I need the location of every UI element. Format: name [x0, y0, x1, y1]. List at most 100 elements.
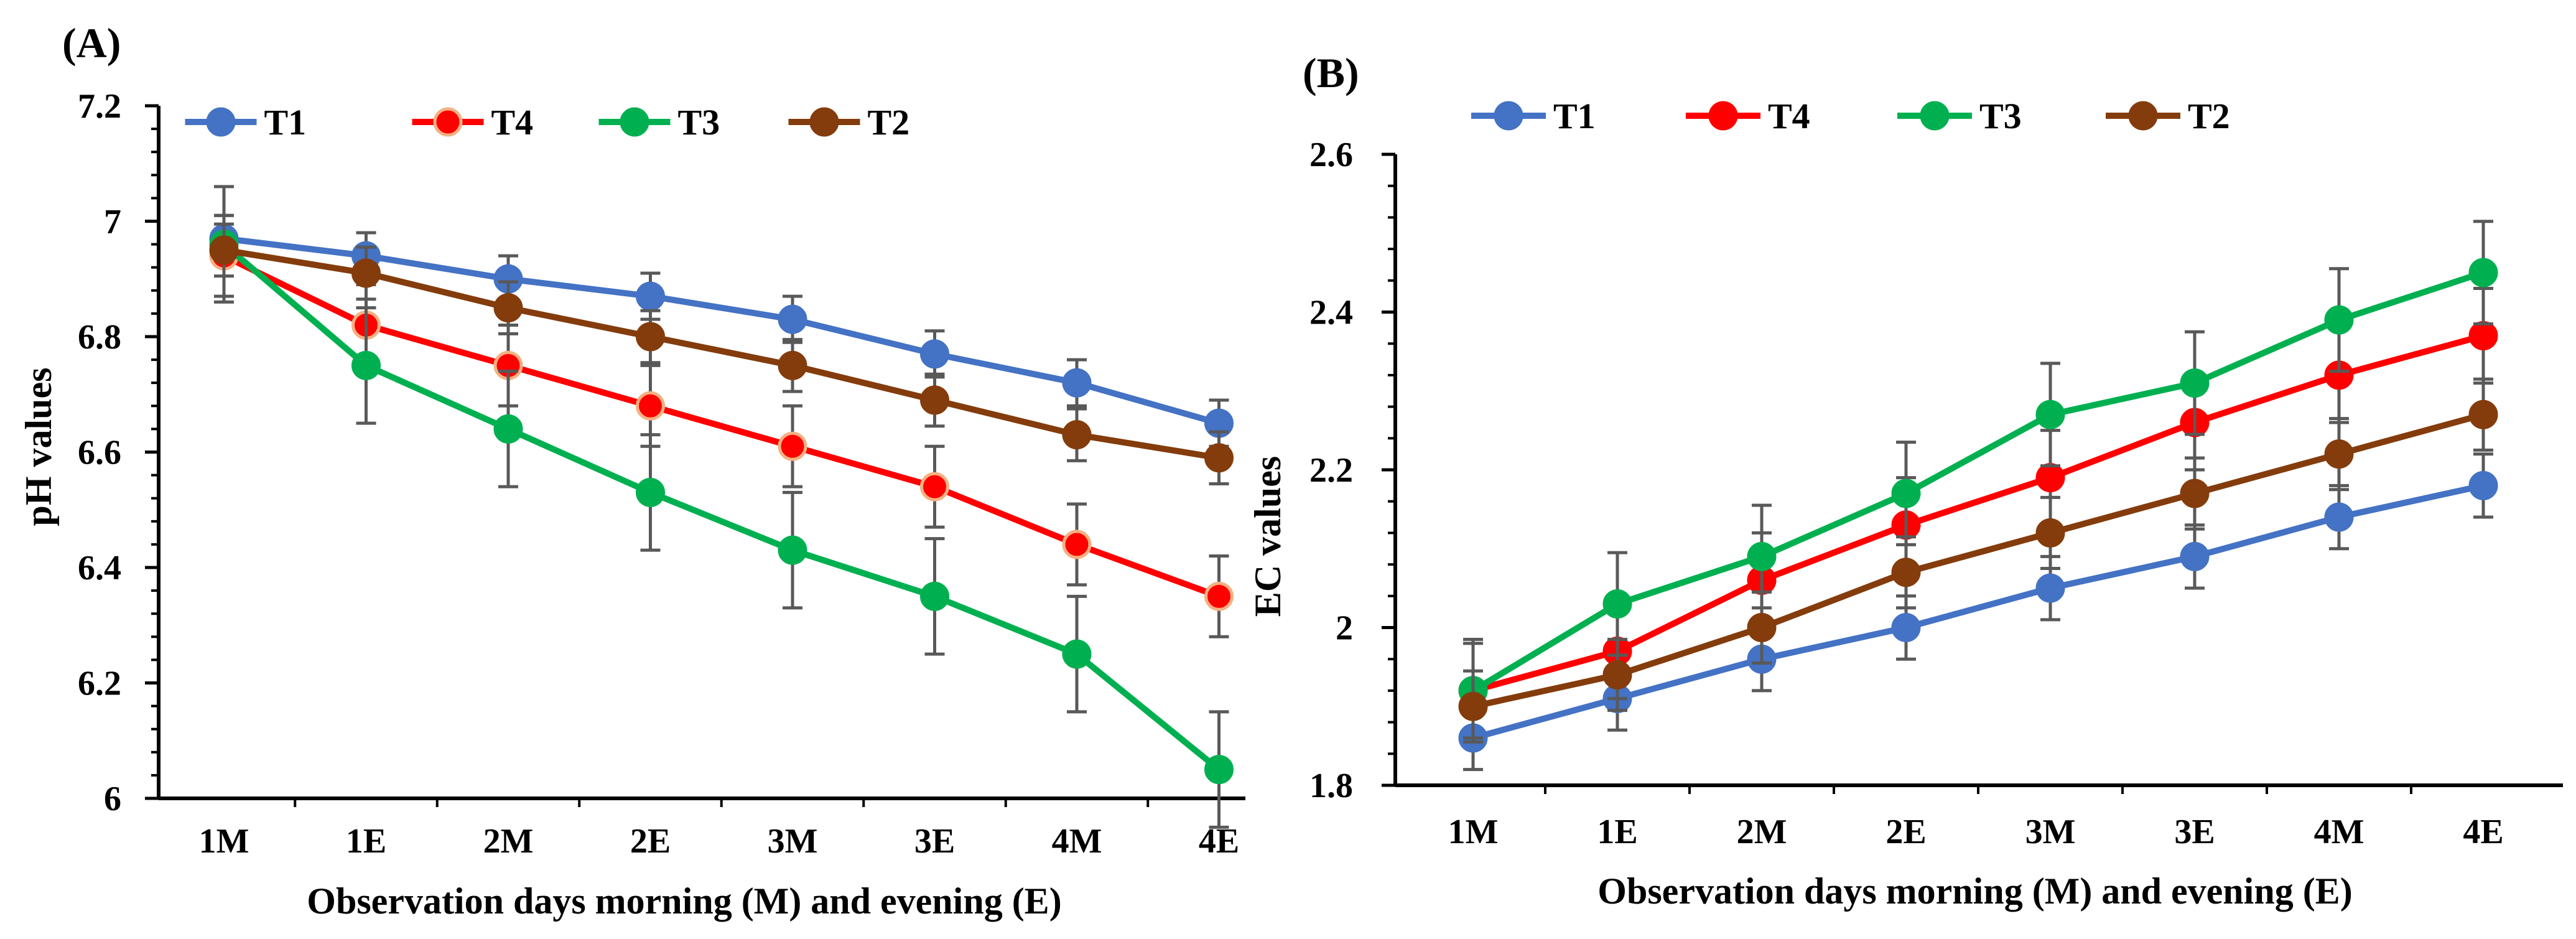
panel-a-series-t2-point — [1204, 443, 1234, 473]
panel-a-series-t2-line — [223, 246, 1220, 461]
panel-b-series-t3-point — [1602, 589, 1632, 619]
panel-b-xtick-label: 3E — [2174, 813, 2215, 851]
panel-a-xtick-label: 1M — [199, 822, 249, 861]
panel-a-ytick-label: 6.8 — [78, 318, 121, 357]
panel-b-legend-t3-label: T3 — [1979, 96, 2022, 136]
panel-b-series-t1-line — [1472, 482, 2485, 741]
panel-a-series-t3-point — [636, 477, 665, 507]
panel-a-xtick-label: 3M — [768, 822, 818, 861]
panel-b-series-t3-point — [1747, 541, 1777, 571]
panel-a: (A) pH values Observation days morning (… — [18, 19, 1245, 922]
panel-b-series-t3-point — [2035, 399, 2065, 429]
panel-a-series-t2-point — [920, 385, 949, 415]
panel-a-series-t3-point — [493, 414, 523, 444]
panel-a-legend-t4-label: T4 — [491, 102, 534, 142]
panel-b-series-t4-line — [1472, 332, 2485, 694]
panel-b-series-t1-point — [2324, 502, 2354, 532]
panel-a-series-t4-line — [222, 253, 1221, 600]
panel-b-series-t1-point — [2468, 470, 2498, 500]
panel-b-series-t2-point — [2035, 518, 2065, 548]
panel-b-series-t2-point — [1891, 558, 1921, 587]
panel-a-series-t1-line — [223, 235, 1220, 426]
panel-a-ytick-label: 7 — [104, 203, 121, 241]
panel-a-legend-t4-marker — [433, 107, 463, 137]
panel-a-ytick-label: 7.2 — [78, 87, 121, 126]
panel-b-series-t1-point — [2180, 541, 2210, 571]
panel-a-xtick-label: 2E — [630, 822, 671, 861]
panel-a-xtick-label: 3E — [914, 822, 955, 861]
panel-b-xtick-label: 4E — [2463, 813, 2503, 851]
panel-b-plot: 1.8 2 2.2 2.4 2.6 1M 1E 2M 2E 3M 3E 4M 4E T1 T4 T3 T2 — [1309, 96, 2563, 851]
panel-a-series-t1-point — [636, 281, 665, 311]
panel-b-ytick-label: 2.2 — [1309, 451, 1353, 490]
panel-a-series-t2-point — [351, 258, 381, 288]
panel-a-ylabel: pH values — [18, 367, 59, 526]
panel-a-ytick-label: 6.2 — [78, 665, 121, 703]
panel-b-series-t3-point — [2468, 258, 2498, 287]
panel-a-xtick-label: 4M — [1052, 822, 1102, 861]
panel-b-legend-t3-marker — [1920, 101, 1950, 131]
panel-a-series-t3-point — [920, 581, 949, 611]
panel-b-xtick-label: 4M — [2314, 813, 2364, 851]
panel-b-legend-t1-label: T1 — [1553, 96, 1596, 136]
panel-a-legend-t3-marker — [620, 107, 649, 137]
panel-b-series-t3-line — [1471, 269, 2485, 694]
panel-b-legend-t2-marker — [2128, 101, 2158, 131]
panel-a-legend-t2-marker — [809, 107, 839, 137]
panel-a-series-t4-point — [778, 431, 807, 461]
panel-a-series-t3-line — [221, 241, 1221, 772]
panel-b-label: (B) — [1303, 49, 1359, 96]
panel-a-ytick-label: 6 — [104, 780, 121, 818]
panel-b-xlabel: Observation days morning (M) and evening… — [1597, 871, 2352, 912]
panel-b-series-t2-point — [2180, 479, 2210, 508]
panel-a-xlabel: Observation days morning (M) and evening… — [307, 881, 1061, 922]
panel-b-xtick-label: 2M — [1737, 813, 1787, 851]
panel-b-series-t2-point — [2468, 399, 2498, 429]
panel-b-series-t4-point — [2035, 463, 2065, 493]
panel-a-series-t3-point — [778, 535, 807, 565]
panel-a-series-t3-point — [1204, 755, 1234, 785]
panel-b-series-t2-point — [2324, 439, 2354, 469]
panel-a-xtick-label: 1E — [346, 822, 386, 861]
panel-b: (B) EC values Observation days morning (… — [1247, 49, 2563, 912]
panel-a-series-t4-point — [636, 391, 665, 421]
panel-a-legend-t1-marker — [206, 107, 236, 137]
panel-b-legend-t4-marker — [1708, 101, 1738, 131]
panel-b-xtick-label: 2E — [1886, 813, 1926, 851]
panel-b-ytick-label: 2 — [1336, 609, 1353, 648]
panel-a-series-t3-point — [351, 350, 381, 380]
panel-b-xtick-label: 1E — [1597, 813, 1637, 851]
panel-b-series-t2-point — [1747, 613, 1777, 642]
panel-a-series-t2-point — [636, 322, 665, 352]
panel-b-series-t2-point — [1458, 691, 1488, 721]
panel-b-series-t2-line — [1472, 411, 2485, 710]
panel-a-series-t4-point — [1062, 530, 1092, 559]
panel-a-legend-t1-label: T1 — [264, 102, 307, 142]
panel-a-series-t1-point — [778, 304, 807, 334]
panel-a-legend-t2-label: T2 — [868, 102, 910, 142]
panel-a-xtick-label: 2M — [483, 822, 534, 861]
panel-a-series-t3-point — [1062, 639, 1092, 669]
panel-a-ytick-label: 6.6 — [78, 434, 121, 472]
panel-b-series-t3-point — [2180, 368, 2210, 398]
panel-b-series-t3-point — [2324, 305, 2354, 335]
panel-a-series-t2-point — [209, 235, 239, 265]
panel-a-series-t4-point — [920, 472, 949, 502]
panel-b-xtick-label: 3M — [2025, 813, 2076, 851]
panel-a-series-t2-point — [1062, 420, 1092, 450]
panel-a-label: (A) — [62, 19, 121, 67]
panel-b-series-t1-point — [2035, 573, 2065, 603]
panel-b-series-t4-point — [2468, 321, 2498, 351]
panel-b-series-t2-point — [1602, 660, 1632, 690]
panel-a-series-t4-point — [1204, 581, 1234, 611]
panel-a-series-t1-point — [920, 339, 949, 369]
panel-a-series-t1-point — [1062, 368, 1092, 398]
panel-b-legend-t4-label: T4 — [1768, 96, 1810, 136]
panel-b-series-t1-point — [1891, 613, 1921, 642]
panel-a-series-t2-point — [493, 293, 523, 323]
panel-a-legend-t3-label: T3 — [678, 102, 720, 142]
panel-b-ylabel: EC values — [1247, 456, 1288, 617]
